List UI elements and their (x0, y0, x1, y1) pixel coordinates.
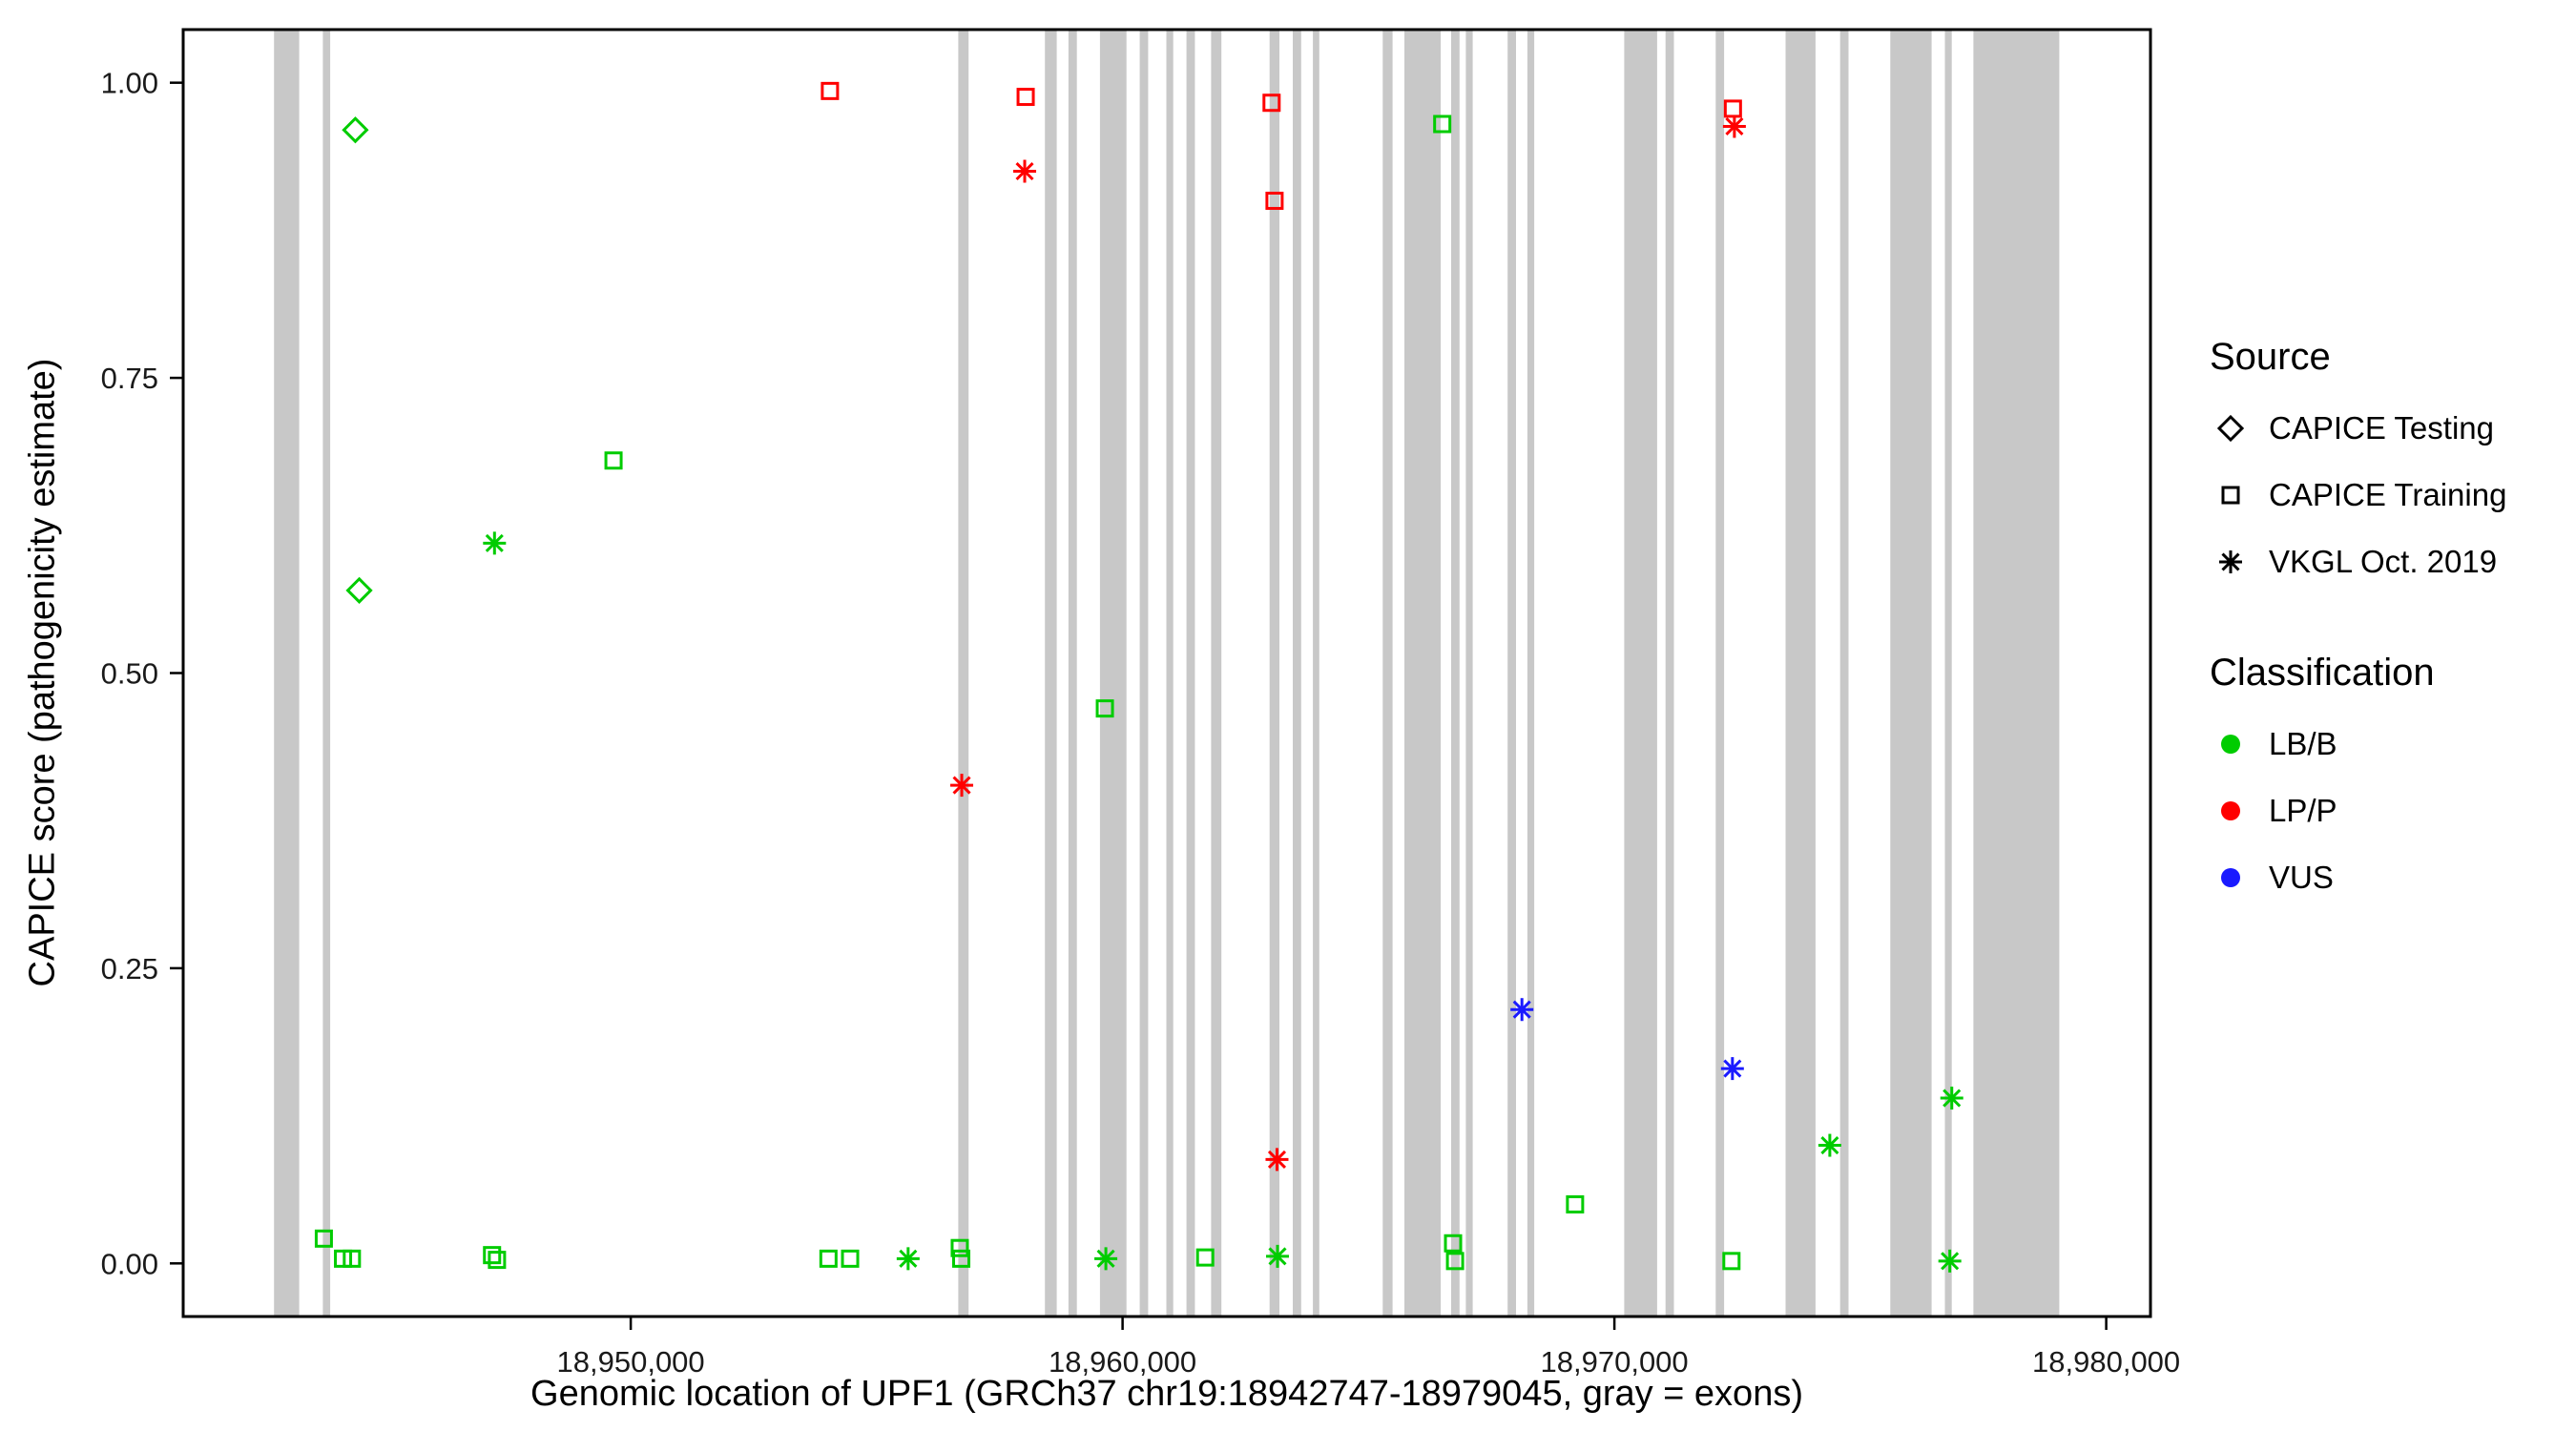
legend-source-title: Source (2210, 336, 2331, 378)
data-point (821, 81, 840, 100)
data-point (1566, 1194, 1585, 1213)
exon-band (1839, 30, 1849, 1317)
data-point (1013, 159, 1037, 183)
exon-band (1624, 30, 1657, 1317)
data-point (1722, 114, 1746, 138)
data-point (1095, 699, 1114, 718)
data-point (1094, 1247, 1118, 1271)
classification-dot-icon (2221, 801, 2240, 820)
classification-dot-icon (2221, 868, 2240, 887)
exon-band (1313, 30, 1319, 1317)
legend-classification-items: LB/B LP/P VUS (2210, 723, 2576, 899)
data-point (1722, 1252, 1741, 1271)
x-tick-label: 18,950,000 (557, 1345, 705, 1379)
exon-band (274, 30, 300, 1317)
data-point (1195, 1248, 1215, 1267)
data-point (343, 1249, 362, 1268)
square-icon (2221, 486, 2240, 505)
x-tick-label: 18,980,000 (2032, 1345, 2180, 1379)
exon-band (1166, 30, 1174, 1317)
exon-band (1269, 30, 1279, 1317)
exon-band (1451, 30, 1460, 1317)
data-point (950, 774, 974, 798)
y-axis-title: CAPICE score (pathogenicity estimate) (22, 358, 63, 987)
legend-item-label: CAPICE Testing (2269, 410, 2494, 446)
data-point (342, 116, 369, 144)
exon-band (1527, 30, 1535, 1317)
legend-item-capice-testing: CAPICE Testing (2210, 407, 2576, 449)
classification-dot-icon (2221, 735, 2240, 754)
asterisk-icon (2219, 550, 2242, 573)
data-point (1940, 1087, 1963, 1110)
data-point (314, 1229, 333, 1248)
legend-item-label: LP/P (2269, 793, 2337, 828)
panel-border (181, 28, 2152, 1318)
exon-band (1785, 30, 1816, 1317)
exon-band (1404, 30, 1442, 1317)
legend-item-label: CAPICE Training (2269, 477, 2507, 512)
data-point (1016, 88, 1035, 107)
exon-band (1186, 30, 1195, 1317)
y-tick-label: 0.50 (101, 657, 158, 691)
legend-item-label: LB/B (2269, 726, 2337, 761)
diamond-icon (2216, 414, 2245, 443)
legend-classification-title: Classification (2210, 652, 2435, 694)
x-tick-label: 18,970,000 (1541, 1345, 1689, 1379)
legend-item-label: VUS (2269, 860, 2334, 895)
exon-band (958, 30, 969, 1317)
x-axis-title: Genomic location of UPF1 (GRCh37 chr19:1… (530, 1374, 1803, 1414)
y-tick-label: 0.00 (101, 1247, 158, 1280)
data-point (1723, 99, 1742, 118)
exon-band (1665, 30, 1674, 1317)
legend-item-label: VKGL Oct. 2019 (2269, 544, 2498, 579)
exon-band (1507, 30, 1516, 1317)
exon-band (1715, 30, 1725, 1317)
exon-band (1382, 30, 1393, 1317)
exon-band (1465, 30, 1473, 1317)
legend-source-items: CAPICE Testing CAPICE Training VKGL Oct. 2… (2210, 407, 2576, 583)
y-tick-label: 0.75 (101, 362, 158, 395)
legend-item-lb-b: LB/B (2210, 723, 2576, 765)
data-point (841, 1249, 860, 1268)
exon-band (1068, 30, 1077, 1317)
data-point (1938, 1249, 1962, 1273)
exon-band (1099, 30, 1127, 1317)
data-point (1265, 1244, 1289, 1268)
y-tick-label: 0.25 (101, 952, 158, 985)
y-tick-label: 1.00 (101, 67, 158, 100)
exon-band (1973, 30, 2060, 1317)
legend-item-vkgl-oct-2019: VKGL Oct. 2019 (2210, 541, 2576, 583)
data-point (483, 531, 507, 555)
data-point (819, 1249, 838, 1268)
legend: Source CAPICE Testing CAPICE Training VKGL… (2210, 336, 2576, 923)
data-point (1265, 1148, 1289, 1172)
data-point (1444, 1234, 1463, 1253)
exon-band (322, 30, 331, 1317)
data-point (1510, 998, 1534, 1022)
exon-band (1211, 30, 1222, 1317)
exon-band (1890, 30, 1932, 1317)
data-point (1818, 1133, 1841, 1157)
exon-band (1045, 30, 1057, 1317)
data-point (1433, 114, 1452, 134)
data-point (1265, 191, 1284, 210)
data-point (483, 1246, 502, 1265)
data-point (345, 576, 373, 604)
exon-band (1139, 30, 1149, 1317)
data-point (1720, 1057, 1744, 1081)
exon-band (1944, 30, 1952, 1317)
data-point (952, 1249, 971, 1268)
data-point (604, 451, 623, 470)
x-tick-label: 18,960,000 (1049, 1345, 1196, 1379)
legend-item-lp-p: LP/P (2210, 790, 2576, 832)
legend-item-capice-training: CAPICE Training (2210, 474, 2576, 516)
data-point (950, 1238, 969, 1257)
data-point (488, 1251, 507, 1270)
data-point (896, 1247, 920, 1271)
legend-item-vus: VUS (2210, 857, 2576, 899)
exon-band (1293, 30, 1301, 1317)
data-point (1262, 93, 1281, 113)
data-point (1445, 1252, 1465, 1271)
